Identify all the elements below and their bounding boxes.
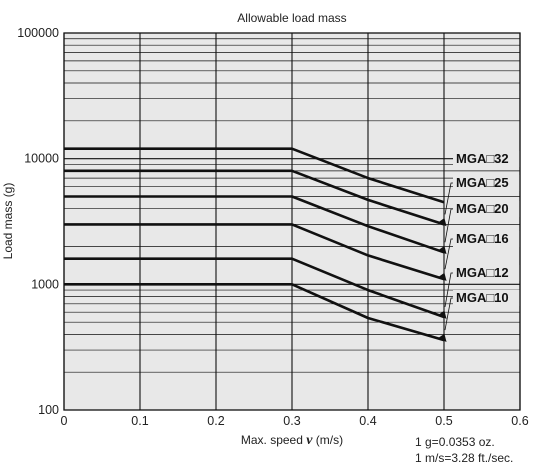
y-tick-label: 100: [38, 403, 59, 417]
y-tick-label: 1000: [31, 277, 59, 291]
series-arrowhead: [437, 272, 447, 282]
note-mass-conversion: 1 g=0.0353 oz.: [415, 435, 495, 449]
series-label-background: [453, 175, 520, 191]
series-label-background: [453, 201, 520, 217]
series-labels: MGA□32 MGA□25 MGA□20 MGA□16 MGA□12 MGA□10: [437, 151, 520, 342]
y-axis-label: Load mass (g): [1, 183, 15, 260]
series-arrowhead: [437, 217, 447, 227]
x-tick-label: 0.1: [131, 414, 148, 428]
x-tick-label: 0.3: [283, 414, 300, 428]
series-arrowhead: [437, 245, 447, 255]
series-label-4: MGA□16: [456, 231, 509, 246]
note-speed-conversion: 1 m/s=3.28 ft./sec.: [415, 451, 513, 465]
series-line-4: [64, 223, 445, 281]
x-tick-label: 0.2: [207, 414, 224, 428]
y-tick-label: 10000: [24, 152, 59, 166]
x-tick-label: 0.6: [511, 414, 528, 428]
series-label-2: MGA□25: [456, 175, 509, 190]
series-arrowhead: [437, 333, 447, 342]
series-label-6: MGA□10: [456, 290, 509, 305]
plot-frame: [63, 32, 521, 411]
chart-title: Allowable load mass: [237, 11, 346, 25]
y-tick-label: 100000: [17, 26, 59, 40]
series-label-3: MGA□20: [456, 201, 509, 216]
series-label-background: [453, 265, 520, 281]
series-label-5: MGA□12: [456, 265, 509, 280]
series-label-1: MGA□32: [456, 151, 509, 166]
series-lines: [64, 147, 445, 342]
x-axis-label: Max. speed ν (m/s): [241, 433, 343, 448]
series-label-background: [453, 151, 520, 167]
series-arrowhead: [437, 310, 447, 319]
series-line-1: [64, 147, 445, 204]
tick-labels: 0 0.1 0.2 0.3 0.4 0.5 0.6 100 1000 10000 100000: [17, 26, 528, 428]
series-line-2: [64, 169, 445, 226]
series-line-6: [64, 282, 445, 342]
series-line-3: [64, 195, 445, 254]
x-tick-label: 0.5: [435, 414, 452, 428]
x-tick-label: 0: [61, 414, 68, 428]
series-label-background: [453, 231, 520, 247]
series-label-background: [453, 290, 520, 306]
x-tick-label: 0.4: [359, 414, 376, 428]
series-line-5: [64, 257, 445, 319]
